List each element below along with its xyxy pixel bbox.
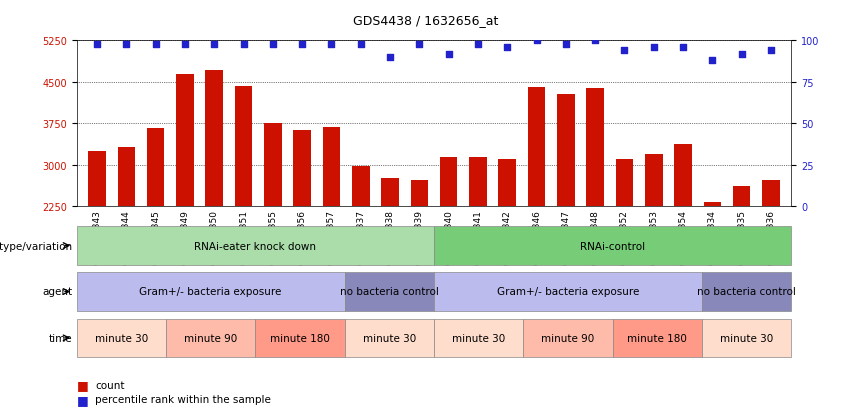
Text: count: count <box>95 380 125 390</box>
Point <box>647 45 660 51</box>
Bar <box>255 319 345 357</box>
Bar <box>613 319 702 357</box>
Bar <box>528 88 545 206</box>
Bar <box>264 123 282 206</box>
Bar <box>147 129 164 206</box>
Bar <box>205 71 223 206</box>
Bar <box>523 319 613 357</box>
Text: RNAi-eater knock down: RNAi-eater knock down <box>194 241 317 251</box>
Bar <box>645 154 663 206</box>
Text: no bacteria control: no bacteria control <box>340 287 439 297</box>
Bar <box>345 319 434 357</box>
Text: minute 180: minute 180 <box>627 333 688 343</box>
Text: minute 30: minute 30 <box>452 333 505 343</box>
Point <box>237 41 250 48</box>
Text: ■: ■ <box>77 393 89 406</box>
Bar <box>440 158 458 206</box>
Bar <box>615 160 633 206</box>
Bar <box>77 227 434 265</box>
Point <box>120 41 134 48</box>
Bar <box>704 203 721 206</box>
Point <box>90 41 104 48</box>
Bar <box>235 86 253 206</box>
Text: RNAi-control: RNAi-control <box>580 241 645 251</box>
Bar <box>77 319 166 357</box>
Text: GDS4438 / 1632656_at: GDS4438 / 1632656_at <box>353 14 498 27</box>
Bar <box>499 159 516 206</box>
Text: time: time <box>49 333 72 343</box>
Bar <box>733 186 751 206</box>
Point <box>266 41 280 48</box>
Bar <box>323 128 340 206</box>
Point <box>764 48 778 55</box>
Point <box>295 41 309 48</box>
Bar <box>410 180 428 206</box>
Bar <box>352 166 369 206</box>
Point <box>618 48 631 55</box>
Bar <box>674 144 692 206</box>
Point <box>442 51 455 58</box>
Text: minute 30: minute 30 <box>720 333 774 343</box>
Text: percentile rank within the sample: percentile rank within the sample <box>95 394 271 404</box>
Bar <box>381 178 399 206</box>
Text: Gram+/- bacteria exposure: Gram+/- bacteria exposure <box>497 287 639 297</box>
Bar <box>176 74 194 206</box>
Bar <box>702 319 791 357</box>
Point <box>471 41 485 48</box>
Text: minute 90: minute 90 <box>541 333 595 343</box>
Point <box>734 51 748 58</box>
Bar <box>294 131 311 206</box>
Text: minute 90: minute 90 <box>184 333 237 343</box>
Bar <box>702 273 791 311</box>
Bar <box>434 319 523 357</box>
Bar <box>586 89 604 206</box>
Text: no bacteria control: no bacteria control <box>697 287 797 297</box>
Text: minute 30: minute 30 <box>363 333 416 343</box>
Point <box>149 41 163 48</box>
Bar <box>89 152 106 206</box>
Point <box>178 41 191 48</box>
Bar <box>117 147 135 206</box>
Text: minute 30: minute 30 <box>94 333 148 343</box>
Bar <box>469 158 487 206</box>
Bar <box>77 273 345 311</box>
Point <box>529 38 543 45</box>
Point <box>677 45 690 51</box>
Point <box>705 58 719 64</box>
Point <box>500 45 514 51</box>
Point <box>559 41 573 48</box>
Bar <box>166 319 255 357</box>
Point <box>383 55 397 61</box>
Text: Gram+/- bacteria exposure: Gram+/- bacteria exposure <box>140 287 282 297</box>
Point <box>413 41 426 48</box>
Point <box>325 41 339 48</box>
Bar <box>434 227 791 265</box>
Text: minute 180: minute 180 <box>270 333 330 343</box>
Point <box>588 38 602 45</box>
Bar <box>345 273 434 311</box>
Point <box>208 41 221 48</box>
Text: ■: ■ <box>77 378 89 392</box>
Point <box>354 41 368 48</box>
Text: agent: agent <box>43 287 72 297</box>
Text: genotype/variation: genotype/variation <box>0 241 72 251</box>
Bar <box>762 180 780 206</box>
Bar <box>434 273 702 311</box>
Bar <box>557 95 574 206</box>
